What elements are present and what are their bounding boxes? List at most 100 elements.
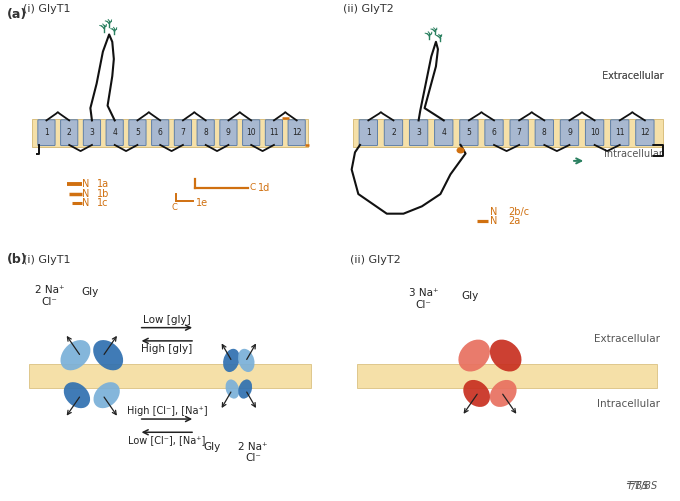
Text: 10: 10 bbox=[246, 128, 256, 137]
FancyBboxPatch shape bbox=[357, 364, 657, 388]
FancyBboxPatch shape bbox=[106, 120, 123, 146]
Text: 12: 12 bbox=[292, 128, 301, 137]
Ellipse shape bbox=[61, 340, 90, 370]
Text: T/BS: T/BS bbox=[626, 481, 649, 491]
Text: High [Cl⁻], [Na⁺]: High [Cl⁻], [Na⁺] bbox=[126, 406, 207, 416]
Ellipse shape bbox=[238, 349, 254, 372]
Text: Low [gly]: Low [gly] bbox=[143, 315, 191, 325]
Text: 12: 12 bbox=[640, 128, 649, 137]
Text: 2a: 2a bbox=[508, 216, 520, 226]
Text: 2: 2 bbox=[67, 128, 71, 137]
Text: N: N bbox=[490, 216, 497, 226]
Text: Cl⁻: Cl⁻ bbox=[245, 453, 261, 463]
FancyBboxPatch shape bbox=[435, 120, 453, 146]
FancyBboxPatch shape bbox=[129, 120, 146, 146]
Text: 2 Na⁺: 2 Na⁺ bbox=[35, 285, 65, 295]
Text: 2b/c: 2b/c bbox=[508, 207, 530, 217]
Text: N: N bbox=[82, 188, 90, 198]
FancyBboxPatch shape bbox=[152, 120, 169, 146]
Text: 1a: 1a bbox=[97, 179, 109, 189]
Text: 7: 7 bbox=[517, 128, 522, 137]
Text: 5: 5 bbox=[135, 128, 140, 137]
FancyBboxPatch shape bbox=[174, 120, 192, 146]
Text: N: N bbox=[490, 207, 497, 217]
Text: Low [Cl⁻], [Na⁺]: Low [Cl⁻], [Na⁺] bbox=[129, 435, 205, 445]
FancyBboxPatch shape bbox=[535, 120, 554, 146]
Text: 3: 3 bbox=[90, 128, 95, 137]
Text: C: C bbox=[250, 183, 256, 192]
Ellipse shape bbox=[490, 340, 522, 372]
Text: 4: 4 bbox=[441, 128, 446, 137]
Ellipse shape bbox=[223, 349, 239, 372]
FancyBboxPatch shape bbox=[265, 120, 282, 146]
Text: 6: 6 bbox=[158, 128, 163, 137]
Text: (ii) GlyT2: (ii) GlyT2 bbox=[343, 5, 394, 15]
Text: 2: 2 bbox=[391, 128, 396, 137]
FancyBboxPatch shape bbox=[359, 120, 377, 146]
Text: 1e: 1e bbox=[196, 198, 208, 208]
Ellipse shape bbox=[94, 382, 120, 408]
Text: (i) GlyT1: (i) GlyT1 bbox=[23, 5, 71, 15]
FancyBboxPatch shape bbox=[243, 120, 260, 146]
Text: (b): (b) bbox=[7, 253, 27, 266]
Text: Gly: Gly bbox=[203, 442, 221, 452]
Text: 10: 10 bbox=[590, 128, 599, 137]
Text: N: N bbox=[82, 198, 90, 208]
Ellipse shape bbox=[463, 380, 490, 407]
Text: Extracellular: Extracellular bbox=[594, 334, 660, 344]
FancyBboxPatch shape bbox=[510, 120, 528, 146]
Ellipse shape bbox=[458, 340, 490, 372]
Text: 8: 8 bbox=[203, 128, 208, 137]
Ellipse shape bbox=[93, 340, 123, 370]
Text: N: N bbox=[82, 179, 90, 189]
Text: 9: 9 bbox=[226, 128, 231, 137]
Text: 1c: 1c bbox=[97, 198, 108, 208]
FancyBboxPatch shape bbox=[288, 120, 305, 146]
Text: 11: 11 bbox=[615, 128, 624, 137]
Text: (a): (a) bbox=[7, 8, 27, 21]
Text: C: C bbox=[172, 203, 177, 212]
Text: Cl⁻: Cl⁻ bbox=[415, 301, 431, 311]
Text: 1: 1 bbox=[366, 128, 371, 137]
Ellipse shape bbox=[64, 382, 90, 408]
Text: Gly: Gly bbox=[461, 291, 479, 301]
Ellipse shape bbox=[238, 379, 252, 399]
FancyBboxPatch shape bbox=[33, 119, 307, 147]
Text: Cl⁻: Cl⁻ bbox=[41, 297, 58, 307]
Text: 3: 3 bbox=[416, 128, 421, 137]
Text: Intracellular: Intracellular bbox=[605, 149, 663, 159]
Text: 2 Na⁺: 2 Na⁺ bbox=[238, 442, 268, 452]
FancyBboxPatch shape bbox=[354, 119, 663, 147]
Text: (ii) GlyT2: (ii) GlyT2 bbox=[350, 255, 401, 265]
FancyBboxPatch shape bbox=[384, 120, 403, 146]
Text: 4: 4 bbox=[112, 128, 117, 137]
FancyBboxPatch shape bbox=[460, 120, 478, 146]
Circle shape bbox=[457, 148, 464, 153]
FancyBboxPatch shape bbox=[636, 120, 654, 146]
Text: 3 Na⁺: 3 Na⁺ bbox=[409, 289, 438, 299]
Text: 9: 9 bbox=[567, 128, 572, 137]
Text: ̅T/BS: ̅T/BS bbox=[636, 481, 658, 491]
Text: (i) GlyT1: (i) GlyT1 bbox=[23, 255, 71, 265]
FancyBboxPatch shape bbox=[38, 120, 55, 146]
Text: 7: 7 bbox=[180, 128, 186, 137]
Text: High [gly]: High [gly] bbox=[141, 344, 192, 354]
FancyBboxPatch shape bbox=[585, 120, 604, 146]
Text: 6: 6 bbox=[492, 128, 496, 137]
Ellipse shape bbox=[226, 379, 239, 399]
Text: 8: 8 bbox=[542, 128, 547, 137]
FancyBboxPatch shape bbox=[61, 120, 78, 146]
Text: 5: 5 bbox=[466, 128, 471, 137]
FancyBboxPatch shape bbox=[29, 364, 311, 388]
FancyBboxPatch shape bbox=[560, 120, 579, 146]
FancyBboxPatch shape bbox=[485, 120, 503, 146]
Text: Intracellular: Intracellular bbox=[597, 399, 660, 409]
FancyBboxPatch shape bbox=[84, 120, 101, 146]
Text: Gly: Gly bbox=[82, 287, 99, 297]
FancyBboxPatch shape bbox=[220, 120, 237, 146]
Ellipse shape bbox=[490, 380, 517, 407]
Text: Extracellular: Extracellular bbox=[602, 71, 663, 81]
Text: 1: 1 bbox=[44, 128, 49, 137]
FancyBboxPatch shape bbox=[611, 120, 629, 146]
Text: Extracellular: Extracellular bbox=[602, 71, 663, 81]
